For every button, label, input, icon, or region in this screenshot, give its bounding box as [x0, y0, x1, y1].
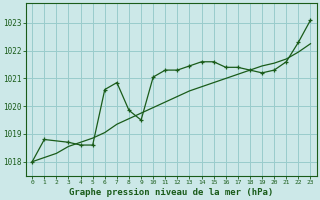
X-axis label: Graphe pression niveau de la mer (hPa): Graphe pression niveau de la mer (hPa) — [69, 188, 274, 197]
